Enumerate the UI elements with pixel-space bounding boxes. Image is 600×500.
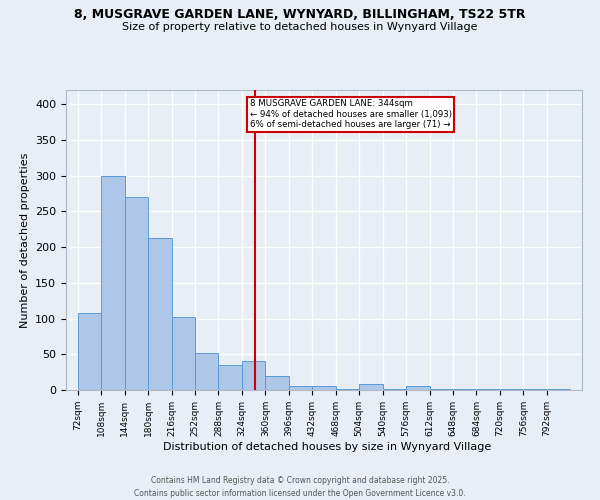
Bar bbox=[148, 238, 172, 390]
Bar bbox=[430, 388, 453, 390]
Bar bbox=[547, 388, 570, 390]
Bar bbox=[172, 317, 195, 390]
Bar bbox=[336, 388, 359, 390]
Text: 8, MUSGRAVE GARDEN LANE, WYNYARD, BILLINGHAM, TS22 5TR: 8, MUSGRAVE GARDEN LANE, WYNYARD, BILLIN… bbox=[74, 8, 526, 20]
Bar bbox=[242, 362, 265, 390]
Bar bbox=[265, 376, 289, 390]
Bar bbox=[500, 388, 523, 390]
Text: Contains HM Land Registry data © Crown copyright and database right 2025.
Contai: Contains HM Land Registry data © Crown c… bbox=[134, 476, 466, 498]
Bar bbox=[218, 365, 242, 390]
Bar bbox=[476, 388, 500, 390]
Bar bbox=[359, 384, 383, 390]
Text: Distribution of detached houses by size in Wynyard Village: Distribution of detached houses by size … bbox=[163, 442, 491, 452]
Text: Size of property relative to detached houses in Wynyard Village: Size of property relative to detached ho… bbox=[122, 22, 478, 32]
Bar bbox=[383, 388, 406, 390]
Bar bbox=[406, 386, 430, 390]
Bar bbox=[289, 386, 312, 390]
Bar bbox=[453, 388, 476, 390]
Bar bbox=[78, 313, 101, 390]
Bar bbox=[523, 388, 547, 390]
Bar bbox=[101, 176, 125, 390]
Text: 8 MUSGRAVE GARDEN LANE: 344sqm
← 94% of detached houses are smaller (1,093)
6% o: 8 MUSGRAVE GARDEN LANE: 344sqm ← 94% of … bbox=[250, 100, 452, 129]
Bar bbox=[195, 353, 218, 390]
Bar bbox=[312, 386, 336, 390]
Bar bbox=[125, 197, 148, 390]
Y-axis label: Number of detached properties: Number of detached properties bbox=[20, 152, 29, 328]
